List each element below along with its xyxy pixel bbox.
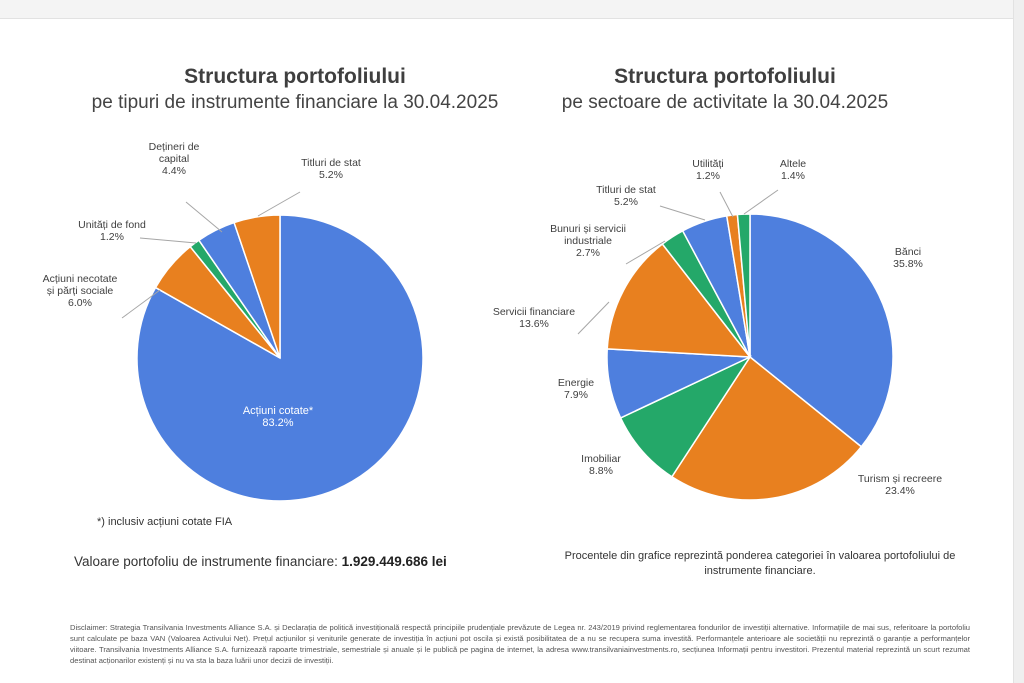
pie1-leader-line-2 (121, 289, 161, 319)
portfolio-value: Valoare portofoliu de instrumente financ… (74, 554, 447, 569)
pie1-leader-line-4 (185, 201, 223, 233)
pie2-label-9: Altele 1.4% (780, 158, 806, 182)
left-chart-title: Structura portofoliului (184, 65, 406, 88)
pie2-slice-5 (606, 242, 752, 358)
pie1-slice-5 (233, 214, 281, 359)
pie2-leader-line-6 (625, 240, 666, 265)
portfolio-value-label: Valoare portofoliu de instrumente financ… (74, 554, 342, 569)
disclaimer: Disclaimer: Strategia Transilvania Inves… (70, 623, 970, 665)
footnote: *) inclusiv acțiuni cotate FIA (97, 516, 233, 528)
pie2-label-8: Utilități 1.2% (692, 158, 724, 182)
pie2-label-1: Bănci 35.8% (893, 246, 923, 270)
pie1-label-4: Dețineri de capital 4.4% (149, 141, 200, 177)
pie1-leader-line-3 (139, 237, 197, 244)
percent-note: Procentele din grafice reprezintă ponder… (564, 550, 956, 577)
pie2-label-3: Imobiliar 8.8% (581, 453, 621, 477)
pie2-slice-9 (736, 213, 751, 358)
pie2-slice-1 (749, 213, 894, 448)
pie1-label-5: Titluri de stat 5.2% (301, 157, 361, 181)
pie2-label-6: Bunuri și servicii industriale 2.7% (550, 223, 626, 259)
pie2-leader-line-5 (577, 301, 610, 335)
pie1-leader-line-5 (257, 191, 301, 217)
right-chart-title: Structura portofoliului (614, 65, 836, 88)
right-chart-subtitle: pe sectoare de activitate la 30.04.2025 (561, 92, 889, 113)
portfolio-value-amount: 1.929.449.686 lei (341, 554, 447, 569)
pie2-leader-line-8 (719, 191, 734, 218)
pie2-leader-line-7 (659, 205, 706, 221)
pie2-leader-line-9 (743, 189, 779, 215)
pie2-label-7: Titluri de stat 5.2% (596, 184, 656, 208)
left-chart-subtitle: pe tipuri de instrumente financiare la 3… (91, 92, 499, 113)
pie2-label-5: Servicii financiare 13.6% (493, 306, 575, 330)
pie1-label-1: Acțiuni cotate* 83.2% (243, 405, 314, 429)
pie2-slice-2 (670, 355, 863, 501)
pie1-label-3: Unități de fond 1.2% (78, 219, 146, 243)
window-top-bar (0, 0, 1024, 19)
right-chart-title-block: Structura portofoliului pe sectoare de a… (500, 64, 950, 116)
left-chart-title-block: Structura portofoliului pe tipuri de ins… (40, 64, 550, 116)
pie2-label-4: Energie 7.9% (558, 377, 594, 401)
pie2-label-2: Turism și recreere 23.4% (858, 473, 942, 497)
pie1-label-2: Acțiuni necotate și părți sociale 6.0% (43, 273, 118, 309)
window-scrollbar[interactable] (1013, 0, 1024, 683)
